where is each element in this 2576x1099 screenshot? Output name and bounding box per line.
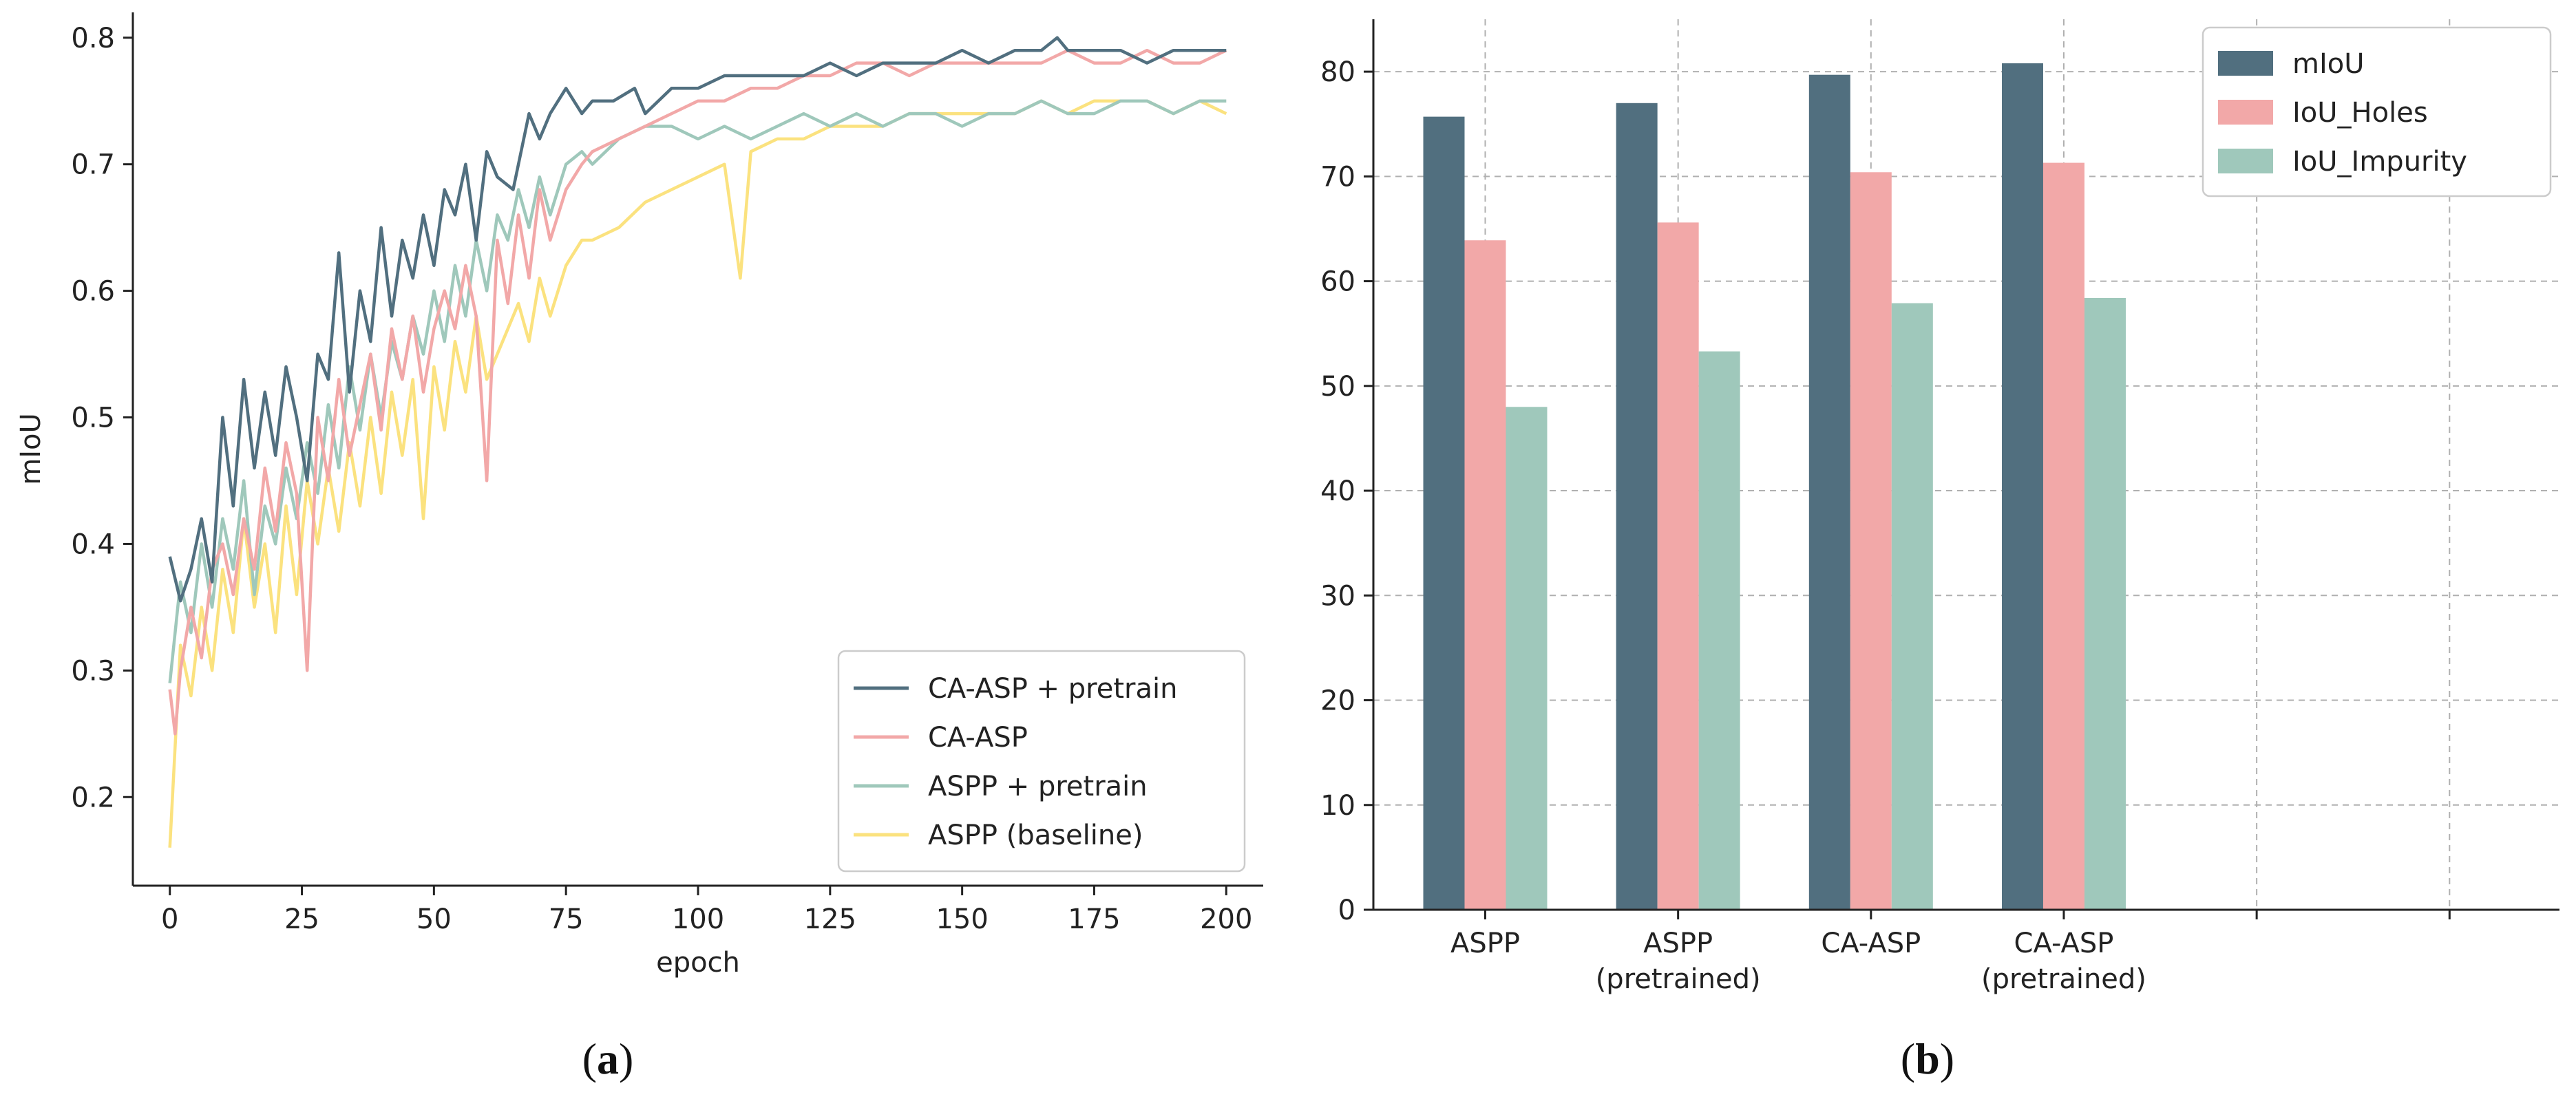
legend-label-ca-asp-pretrain: CA-ASP + pretrain (928, 673, 1177, 705)
legend: CA-ASP + pretrain CA-ASP ASPP + pretrain AS… (837, 650, 1246, 873)
x-tick-label: ASPP (1643, 928, 1713, 959)
bar-miou-ca-asp (1808, 74, 1850, 910)
x-axis-label: epoch (656, 947, 740, 979)
y-tick-label: 50 (1320, 371, 1355, 403)
legend: mIoU IoU_Holes IoU_Impurity (2202, 26, 2552, 198)
bar-iou-impurity-ca-asp-pretrained (2084, 297, 2126, 910)
y-tick-label: 10 (1320, 790, 1355, 822)
y-tick-label: 0.3 (71, 655, 115, 687)
legend-swatch-iou-impurity (2218, 149, 2273, 173)
x-tick-label: CA-ASP (1821, 928, 1921, 959)
y-tick-label: 40 (1320, 476, 1355, 507)
y-tick-label: 0.5 (71, 403, 115, 434)
y-tick-label: 60 (1320, 266, 1355, 298)
y-tick-label: 0.6 (71, 276, 115, 308)
x-tick-label: 0 (161, 904, 178, 935)
legend-label-ca-asp: CA-ASP (928, 722, 1028, 754)
y-tick-label: 0.7 (71, 149, 115, 181)
y-axis-label: mIoU (15, 413, 47, 485)
axes (1372, 19, 2559, 911)
panel-label-a: (a) (582, 1034, 634, 1083)
panel-letter-b: b (1915, 1034, 1940, 1083)
bar-miou-aspp-pretrained (1616, 103, 1658, 910)
legend-label-aspp-pretrain: ASPP + pretrain (928, 771, 1148, 802)
y-tick-label: 0 (1338, 895, 1355, 926)
x-tick-label: (pretrained) (1981, 963, 2146, 995)
series-lines (168, 36, 1227, 848)
x-tick-label: 175 (1068, 904, 1120, 935)
bar-chart-b: 0 10 20 30 40 50 60 70 80 ASPP ASPP (pretrained) CA-… (1320, 19, 2559, 995)
panel-label-b: (b) (1901, 1034, 1954, 1083)
x-tick-label: 150 (936, 904, 988, 935)
y-tick-label: 30 (1320, 580, 1355, 612)
bar-iou-impurity-aspp-pretrained (1698, 351, 1740, 910)
ticks: 0 25 50 75 100 125 150 175 200 0.2 0.3 0.4 0.5 0.6 0.7… (71, 23, 1252, 935)
x-tick-label: 75 (549, 904, 584, 935)
y-tick-label: 80 (1320, 56, 1355, 88)
x-tick-label: 200 (1200, 904, 1252, 935)
line-chart-a: 0 25 50 75 100 125 150 175 200 0.2 0.3 0.4 0.5 0.6 0.7… (15, 12, 1263, 979)
y-tick-label: 0.8 (71, 23, 115, 54)
x-tick-label: 25 (284, 904, 319, 935)
legend-label-iou-holes: IoU_Holes (2292, 97, 2428, 129)
bar-iou-impurity-aspp (1506, 407, 1548, 910)
legend-label-aspp-baseline: ASPP (baseline) (928, 820, 1143, 851)
series-line-aspp-pretrain (168, 99, 1227, 683)
ticks: 0 10 20 30 40 50 60 70 80 ASPP ASPP (pretrained) CA-… (1320, 56, 2451, 995)
bar-iou-holes-ca-asp-pretrained (2042, 162, 2084, 910)
legend-label-miou: mIoU (2292, 48, 2365, 80)
bar-iou-impurity-ca-asp (1891, 303, 1933, 910)
legend-swatch-iou-holes (2218, 100, 2273, 125)
series-line-aspp-baseline (168, 99, 1227, 848)
legend-box (837, 650, 1246, 873)
bar-miou-ca-asp-pretrained (2001, 63, 2043, 910)
bar-iou-holes-aspp-pretrained (1657, 222, 1699, 910)
bar-iou-holes-aspp (1464, 240, 1506, 910)
x-tick-label: 100 (672, 904, 724, 935)
x-tick-label: 50 (416, 904, 452, 935)
x-tick-label: 125 (804, 904, 856, 935)
legend-box (2202, 26, 2552, 198)
legend-label-iou-impurity: IoU_Impurity (2292, 146, 2467, 178)
legend-swatch-miou (2218, 51, 2273, 76)
x-tick-label: (pretrained) (1596, 963, 1761, 995)
panel-letter-a: a (597, 1034, 619, 1083)
bars (1423, 63, 2126, 910)
series-line-ca-asp (168, 48, 1227, 736)
series-line-ca-asp-pretrain (168, 36, 1227, 603)
bar-iou-holes-ca-asp (1850, 172, 1892, 910)
x-tick-label: ASPP (1450, 928, 1520, 959)
x-tick-label: CA-ASP (2014, 928, 2114, 959)
y-tick-label: 0.4 (71, 529, 115, 560)
y-tick-label: 20 (1320, 685, 1355, 717)
bar-miou-aspp (1423, 116, 1465, 910)
y-tick-label: 70 (1320, 161, 1355, 193)
y-tick-label: 0.2 (71, 782, 115, 813)
